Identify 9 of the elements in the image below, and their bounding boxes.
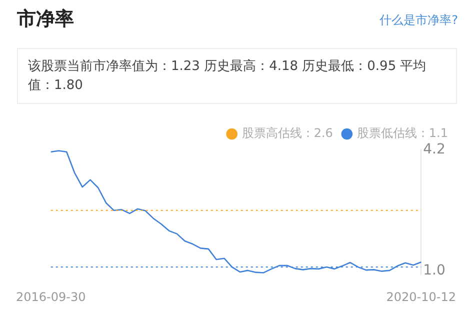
y-tick-label: 1.0 [423, 262, 446, 278]
x-tick-label: 2016-09-30 [16, 290, 86, 304]
legend-label: 股票高估线：2.6 [242, 126, 333, 140]
chart-title: 市净率 [17, 7, 74, 32]
legend-label: 股票低估线：1.1 [356, 126, 448, 140]
text: 什么是市净率? [380, 12, 458, 29]
x-tick-label: 2020-10-12 [386, 290, 456, 304]
y-tick-label: 4.2 [423, 142, 446, 158]
chart-subtitle: 该股票当前市净率值为：1.23 历史最高：4.18 历史最低：0.95 平均值：1.80 [17, 48, 457, 104]
